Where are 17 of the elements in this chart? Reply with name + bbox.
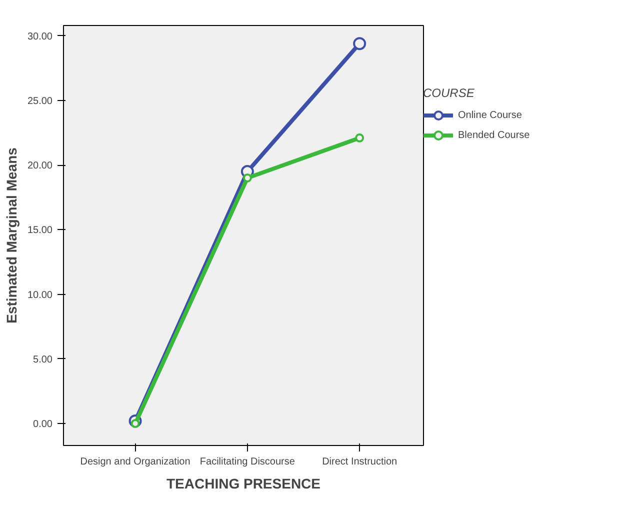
point — [355, 133, 364, 142]
x-axis-title: TEACHING PRESENCE — [166, 476, 321, 492]
x-tick-label: Facilitating Discourse — [200, 456, 296, 468]
y-tick-label: 0.00 — [33, 419, 53, 430]
y-tick-label: 15.00 — [27, 225, 53, 236]
point — [353, 37, 366, 50]
legend-label: Blended Course — [458, 130, 530, 140]
y-tick-label: 25.00 — [27, 96, 53, 107]
point — [242, 174, 252, 182]
y-tick-label: 5.00 — [33, 354, 53, 366]
x-tick-label: Design and Organization — [80, 456, 190, 468]
x-tick-label: Direct Instruction — [322, 456, 398, 468]
y-tick-label: 20.00 — [27, 160, 53, 172]
y-axis-title: Estimated Marginal Means — [3, 147, 20, 324]
y-tick-label: 10.00 — [27, 290, 53, 301]
legend-label: Online Course — [458, 110, 522, 120]
y-tick-label: 30.00 — [27, 31, 53, 42]
